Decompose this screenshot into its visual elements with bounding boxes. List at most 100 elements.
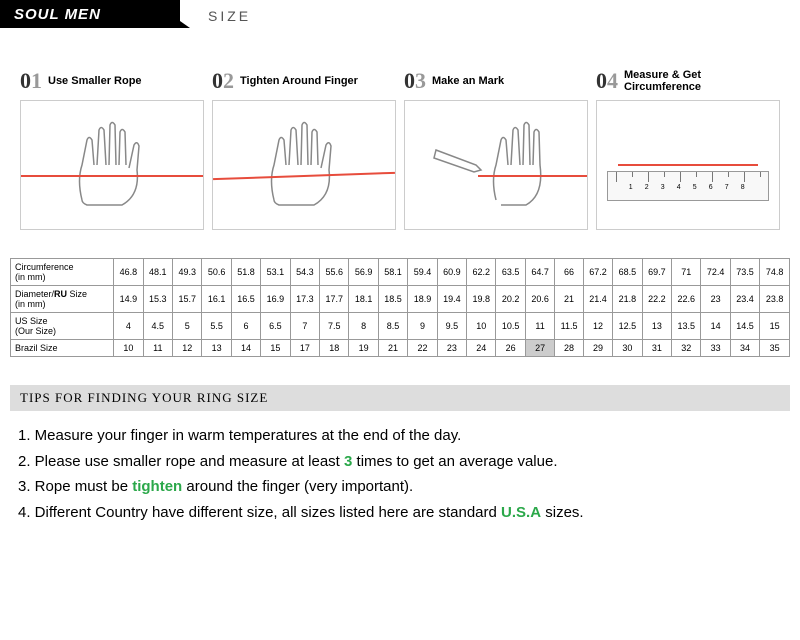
size-cell: 12 — [173, 340, 202, 357]
size-cell: 21.4 — [583, 286, 612, 313]
size-table: Circumference (in mm)46.848.149.350.651.… — [0, 240, 800, 357]
size-cell: 14 — [231, 340, 260, 357]
tips-list: 1. Measure your finger in warm temperatu… — [0, 423, 800, 525]
size-cell: 4.5 — [143, 313, 172, 340]
size-cell: 9.5 — [437, 313, 466, 340]
size-cell: 14 — [701, 313, 730, 340]
size-cell: 11 — [143, 340, 172, 357]
size-cell: 68.5 — [613, 259, 642, 286]
tips-title: TIPS FOR FINDING YOUR RING SIZE — [10, 385, 790, 411]
size-cell: 8.5 — [378, 313, 407, 340]
size-cell: 31 — [642, 340, 671, 357]
size-cell: 22 — [408, 340, 437, 357]
step-number: 01 — [20, 68, 42, 94]
size-cell: 10.5 — [496, 313, 525, 340]
size-cell: 4 — [114, 313, 143, 340]
step-illustration — [212, 100, 396, 230]
hand-icon — [244, 110, 364, 220]
rope-line — [21, 175, 203, 177]
size-cell: 17 — [290, 340, 319, 357]
size-label: SIZE — [200, 6, 259, 26]
hands-marking-icon — [426, 110, 566, 220]
size-cell: 21 — [378, 340, 407, 357]
step-label: Make an Mark — [432, 75, 504, 87]
size-cell: 21.8 — [613, 286, 642, 313]
size-cell: 15 — [261, 340, 290, 357]
size-cell: 19.8 — [467, 286, 496, 313]
tip-item: 4. Different Country have different size… — [18, 500, 782, 526]
size-cell: 24 — [467, 340, 496, 357]
size-cell: 6.5 — [261, 313, 290, 340]
brand-label: SOUL MEN — [0, 6, 115, 23]
tip-item: 1. Measure your finger in warm temperatu… — [18, 423, 782, 449]
size-cell: 33 — [701, 340, 730, 357]
size-cell: 69.7 — [642, 259, 671, 286]
size-cell: 30 — [613, 340, 642, 357]
size-cell: 32 — [672, 340, 701, 357]
page-header: SOUL MEN SIZE — [0, 0, 800, 28]
size-cell: 15 — [760, 313, 790, 340]
tip-item: 2. Please use smaller rope and measure a… — [18, 449, 782, 475]
size-cell: 54.3 — [290, 259, 319, 286]
step-illustration — [404, 100, 588, 230]
size-cell: 11.5 — [555, 313, 584, 340]
size-cell: 60.9 — [437, 259, 466, 286]
size-cell: 23.4 — [730, 286, 759, 313]
size-cell: 66 — [555, 259, 584, 286]
size-cell: 6 — [231, 313, 260, 340]
size-cell: 14.9 — [114, 286, 143, 313]
size-cell: 34 — [730, 340, 759, 357]
step-illustration — [20, 100, 204, 230]
size-cell: 53.1 — [261, 259, 290, 286]
steps-row: 01 Use Smaller Rope 02 Tighten Around Fi… — [0, 28, 800, 240]
size-cell: 16.9 — [261, 286, 290, 313]
size-cell: 29 — [583, 340, 612, 357]
size-cell: 21 — [555, 286, 584, 313]
size-cell: 51.8 — [231, 259, 260, 286]
step-label: Use Smaller Rope — [48, 75, 142, 87]
size-cell: 12.5 — [613, 313, 642, 340]
size-cell: 10 — [467, 313, 496, 340]
size-cell: 16.5 — [231, 286, 260, 313]
size-cell: 50.6 — [202, 259, 231, 286]
row-header: Diameter/RU Size (in mm) — [11, 286, 114, 313]
size-cell: 22.6 — [672, 286, 701, 313]
size-cell: 27 — [525, 340, 554, 357]
size-cell: 46.8 — [114, 259, 143, 286]
size-cell: 28 — [555, 340, 584, 357]
size-cell: 22.2 — [642, 286, 671, 313]
size-cell: 19.4 — [437, 286, 466, 313]
size-cell: 48.1 — [143, 259, 172, 286]
size-cell: 7.5 — [320, 313, 349, 340]
row-header: Circumference (in mm) — [11, 259, 114, 286]
ruler-icon: 12345678 — [607, 171, 769, 201]
rope-line — [478, 175, 587, 177]
size-cell: 17.7 — [320, 286, 349, 313]
size-cell: 18.1 — [349, 286, 378, 313]
size-cell: 55.6 — [320, 259, 349, 286]
size-cell: 26 — [496, 340, 525, 357]
size-cell: 15.3 — [143, 286, 172, 313]
size-cell: 13.5 — [672, 313, 701, 340]
size-cell: 72.4 — [701, 259, 730, 286]
size-cell: 5 — [173, 313, 202, 340]
size-cell: 67.2 — [583, 259, 612, 286]
size-cell: 5.5 — [202, 313, 231, 340]
size-cell: 20.2 — [496, 286, 525, 313]
step-number: 02 — [212, 68, 234, 94]
step-2: 02 Tighten Around Finger — [212, 68, 396, 230]
step-number: 03 — [404, 68, 426, 94]
size-cell: 23 — [701, 286, 730, 313]
size-cell: 13 — [642, 313, 671, 340]
size-cell: 20.6 — [525, 286, 554, 313]
size-cell: 10 — [114, 340, 143, 357]
size-cell: 19 — [349, 340, 378, 357]
size-cell: 11 — [525, 313, 554, 340]
size-cell: 63.5 — [496, 259, 525, 286]
size-cell: 15.7 — [173, 286, 202, 313]
size-cell: 64.7 — [525, 259, 554, 286]
size-cell: 58.1 — [378, 259, 407, 286]
hand-icon — [52, 110, 172, 220]
size-cell: 7 — [290, 313, 319, 340]
row-header: Brazil Size — [11, 340, 114, 357]
